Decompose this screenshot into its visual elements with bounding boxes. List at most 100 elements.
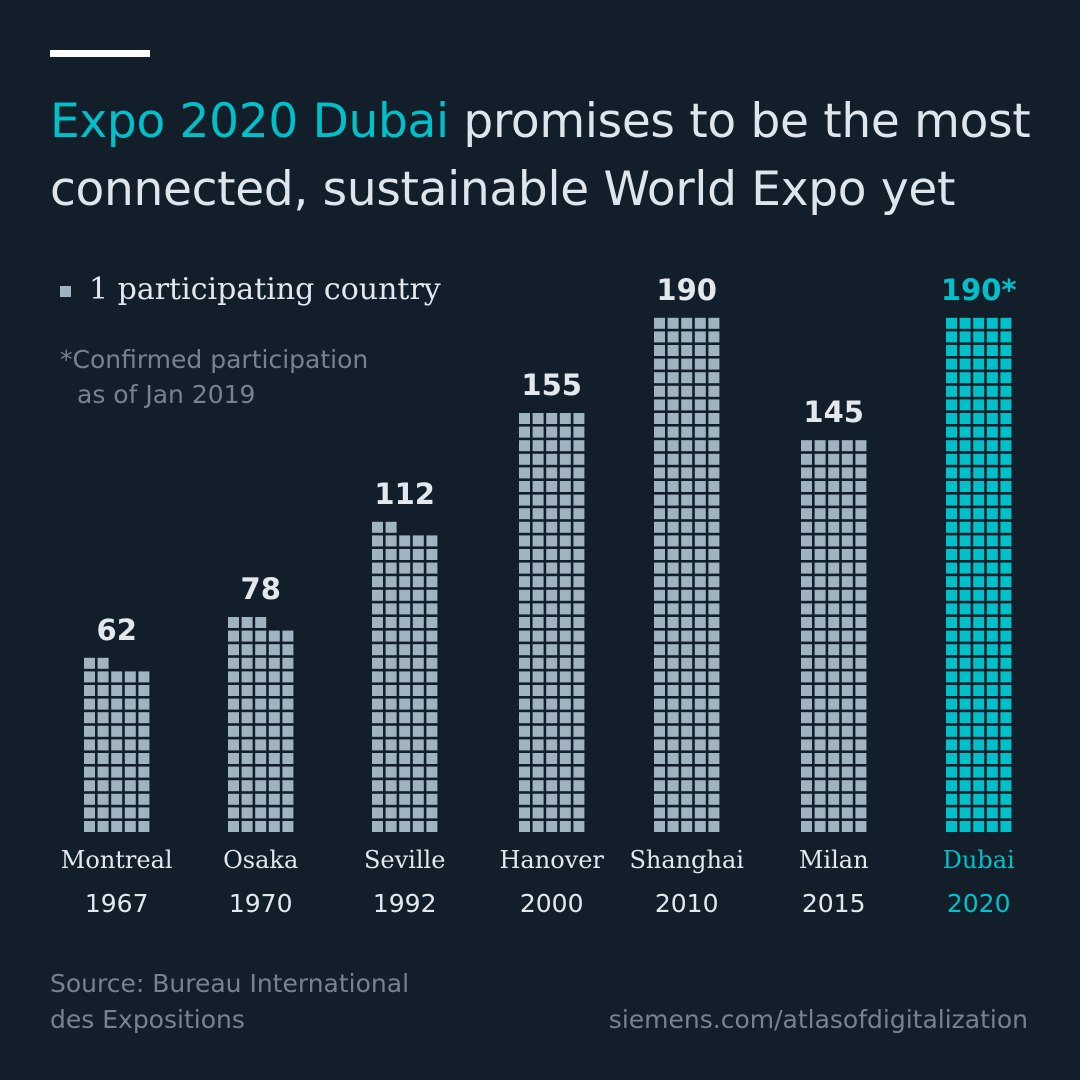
unit-square	[654, 385, 665, 397]
source-note: Source: Bureau International des Exposit…	[50, 966, 409, 1038]
unit-square	[681, 766, 693, 778]
unit-square	[282, 821, 294, 832]
unit-square	[828, 780, 840, 792]
unit-square	[546, 780, 558, 792]
unit-square	[654, 549, 665, 560]
unit-square	[241, 753, 253, 764]
footnote-line-2: as of Jan 2019	[77, 380, 256, 409]
unit-square	[268, 671, 280, 683]
unit-square	[681, 481, 693, 492]
unit-square	[1000, 535, 1012, 547]
unit-square	[385, 821, 397, 832]
unit-square	[241, 685, 253, 696]
unit-square	[426, 576, 438, 588]
unit-square	[814, 657, 826, 669]
unit-square	[973, 603, 985, 615]
unit-square	[801, 508, 812, 520]
unit-square	[681, 685, 693, 696]
unit-square	[973, 807, 985, 819]
unit-square	[268, 657, 280, 669]
unit-square	[708, 399, 720, 411]
unit-square	[841, 793, 853, 805]
unit-square	[124, 766, 136, 778]
value-label: 190	[656, 273, 717, 307]
unit-square	[946, 413, 957, 424]
unit-square	[801, 630, 812, 642]
unit-square	[973, 426, 985, 438]
unit-square	[694, 413, 706, 424]
unit-square	[426, 603, 438, 615]
unit-square	[681, 399, 693, 411]
unit-square	[667, 426, 679, 438]
unit-square	[399, 671, 411, 683]
unit-square	[946, 712, 957, 724]
unit-square	[973, 698, 985, 710]
unit-square	[986, 317, 998, 329]
unit-square	[399, 576, 411, 588]
unit-square	[681, 807, 693, 819]
unit-square	[986, 494, 998, 506]
unit-square	[694, 399, 706, 411]
unit-square	[385, 521, 397, 533]
unit-square	[1000, 317, 1012, 329]
unit-square	[959, 698, 971, 710]
unit-square	[986, 753, 998, 764]
unit-square	[519, 657, 530, 669]
bar-montreal	[84, 657, 150, 832]
unit-square	[573, 780, 585, 792]
unit-square	[372, 617, 383, 628]
unit-square	[708, 671, 720, 683]
unit-square	[559, 685, 571, 696]
unit-square	[986, 644, 998, 656]
unit-square	[532, 657, 544, 669]
unit-square	[241, 739, 253, 751]
unit-square	[372, 821, 383, 832]
unit-square	[667, 630, 679, 642]
category-label: Montreal	[61, 846, 173, 874]
unit-square	[694, 508, 706, 520]
unit-square	[681, 385, 693, 397]
unit-square	[97, 725, 109, 737]
unit-square	[959, 562, 971, 574]
unit-square	[654, 535, 665, 547]
unit-square	[519, 685, 530, 696]
unit-square	[986, 508, 998, 520]
unit-square	[946, 521, 957, 533]
unit-square	[255, 671, 267, 683]
unit-square	[973, 481, 985, 492]
unit-square	[654, 589, 665, 601]
unit-square	[986, 440, 998, 452]
unit-square	[654, 739, 665, 751]
unit-square	[268, 753, 280, 764]
unit-square	[973, 589, 985, 601]
unit-square	[559, 481, 571, 492]
unit-square	[654, 807, 665, 819]
unit-square	[986, 630, 998, 642]
unit-square	[282, 766, 294, 778]
unit-square	[532, 698, 544, 710]
unit-square	[814, 807, 826, 819]
unit-square	[694, 562, 706, 574]
unit-square	[1000, 780, 1012, 792]
unit-square	[228, 821, 239, 832]
unit-square	[282, 712, 294, 724]
unit-square	[573, 685, 585, 696]
unit-square	[654, 671, 665, 683]
unit-square	[255, 685, 267, 696]
source-line-2: des Expositions	[50, 1005, 245, 1034]
unit-square	[372, 753, 383, 764]
unit-square	[973, 372, 985, 384]
unit-square	[654, 766, 665, 778]
unit-square	[559, 562, 571, 574]
unit-square	[973, 739, 985, 751]
unit-square	[426, 725, 438, 737]
top-accent-bar	[50, 50, 150, 57]
unit-square	[654, 399, 665, 411]
unit-square	[986, 345, 998, 356]
unit-square	[84, 766, 95, 778]
unit-square	[828, 549, 840, 560]
unit-square	[532, 739, 544, 751]
unit-square	[573, 494, 585, 506]
unit-square	[946, 589, 957, 601]
unit-square	[412, 535, 424, 547]
